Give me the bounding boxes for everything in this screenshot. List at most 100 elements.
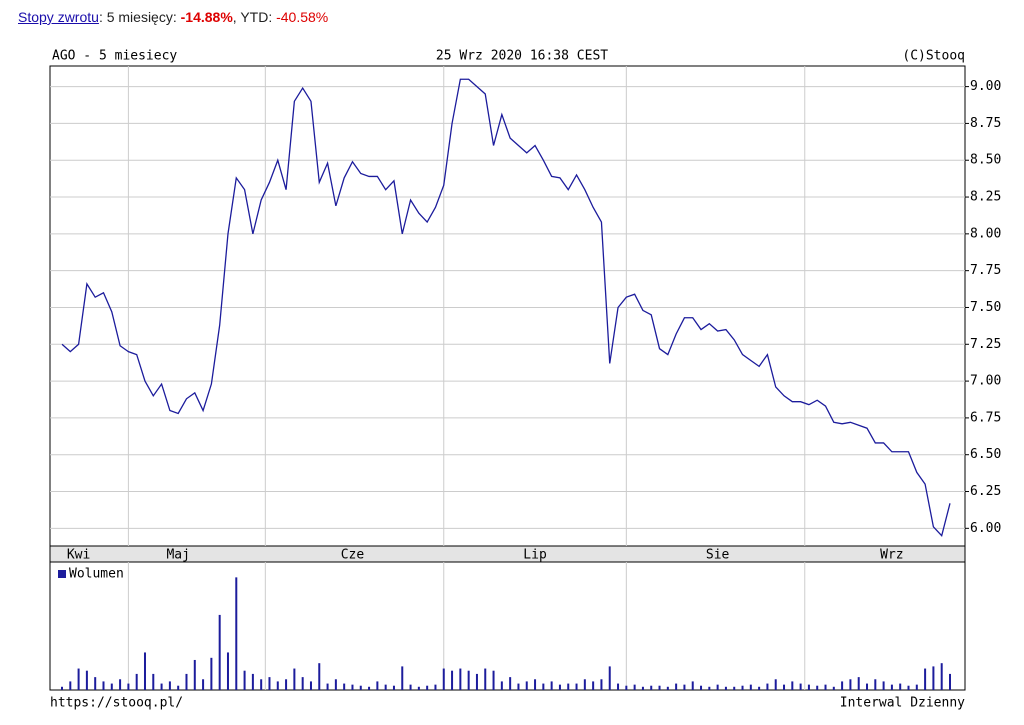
volume-bar (359, 685, 362, 690)
credit: (C)Stooq (902, 49, 965, 64)
volume-bar (235, 577, 238, 690)
volume-bar (301, 677, 304, 690)
volume-bar (749, 684, 752, 690)
volume-bar (326, 683, 329, 690)
volume-bar (641, 686, 644, 690)
return-ytd: -40.58% (276, 9, 329, 25)
volume-bar (534, 679, 537, 690)
x-tick-label: Sie (706, 548, 730, 563)
volume-bar (608, 666, 611, 690)
volume-bar (691, 681, 694, 690)
volume-bar (268, 677, 271, 690)
volume-bar (243, 670, 246, 690)
volume-bar (343, 683, 346, 690)
volume-bar (401, 666, 404, 690)
volume-bar (351, 684, 354, 690)
volume-bar (202, 679, 205, 690)
y-tick-label: 7.00 (970, 374, 1001, 389)
volume-bar (102, 681, 105, 690)
volume-bar (492, 670, 495, 690)
volume-bar (185, 673, 188, 690)
volume-bar (625, 685, 628, 690)
volume-bar (69, 681, 72, 690)
y-tick-label: 8.75 (970, 116, 1001, 131)
volume-bar (874, 679, 877, 690)
y-tick-label: 6.75 (970, 410, 1001, 425)
y-tick-label: 8.25 (970, 190, 1001, 205)
period-label: : 5 miesięcy: (98, 9, 181, 25)
volume-bar (392, 685, 395, 690)
volume-bar (675, 683, 678, 690)
volume-bar (276, 681, 279, 690)
volume-bar (915, 684, 918, 690)
volume-bar (583, 679, 586, 690)
y-tick-label: 8.00 (970, 226, 1001, 241)
volume-bar (127, 683, 130, 690)
volume-bar (417, 686, 420, 690)
x-tick-label: Cze (341, 548, 365, 563)
price-line (61, 78, 951, 538)
legend-swatch (58, 570, 66, 578)
x-tick-label: Maj (166, 548, 189, 563)
footer-url: https://stooq.pl/ (50, 696, 183, 711)
volume-bar (318, 663, 321, 690)
volume-bar (376, 681, 379, 690)
volume-bar (592, 681, 595, 690)
volume-bar (451, 670, 454, 690)
volume-bar (899, 683, 902, 690)
returns-link[interactable]: Stopy zwrotu (18, 9, 99, 25)
volume-bar (368, 686, 371, 690)
return-5m: -14.88% (180, 9, 233, 25)
timestamp: 25 Wrz 2020 16:38 CEST (436, 49, 608, 64)
volume-bar (509, 677, 512, 690)
volume-bar (309, 681, 312, 690)
volume-bar (575, 683, 578, 690)
volume-bar (633, 684, 636, 690)
y-tick-label: 7.25 (970, 337, 1001, 352)
volume-bar (384, 684, 387, 690)
volume-bar (799, 683, 802, 690)
volume-bar (426, 685, 429, 690)
volume-bar (110, 683, 113, 690)
volume-bar (600, 679, 603, 690)
volume-bar (924, 668, 927, 690)
volume-bar (61, 686, 63, 690)
chart-title: AGO - 5 miesiecy (52, 49, 177, 64)
volume-bar (932, 666, 935, 690)
volume-bar (849, 679, 852, 690)
volume-bar (783, 684, 786, 690)
volume-bar (650, 685, 653, 690)
volume-bar (832, 686, 835, 690)
returns-header: Stopy zwrotu: 5 miesięcy: -14.88%, YTD: … (18, 9, 328, 25)
volume-bar (459, 668, 462, 690)
volume-bar (841, 681, 844, 690)
volume-bar (666, 686, 669, 690)
volume-bar (434, 684, 437, 690)
volume-bar (517, 683, 520, 690)
volume-bar (119, 679, 122, 690)
legend-label: Wolumen (69, 567, 124, 582)
y-tick-label: 7.75 (970, 263, 1001, 278)
volume-bar (293, 668, 296, 690)
volume-bar (409, 684, 412, 690)
volume-bar (85, 670, 88, 690)
volume-bar (708, 686, 711, 690)
volume-bar (218, 614, 221, 690)
volume-bar (658, 685, 661, 690)
volume-bar (857, 677, 860, 690)
volume-bar (226, 652, 229, 690)
volume-bar (442, 668, 445, 690)
volume-bar (210, 657, 213, 690)
volume-bar (168, 681, 171, 690)
volume-bar (143, 652, 146, 690)
volume-bar (940, 663, 943, 690)
y-tick-label: 8.50 (970, 153, 1001, 168)
volume-bar (882, 681, 885, 690)
volume-bar (890, 684, 893, 690)
y-tick-label: 6.25 (970, 484, 1001, 499)
volume-bar (733, 686, 736, 690)
volume-bar (135, 673, 138, 690)
footer-interval: Interwal Dzienny (840, 696, 965, 711)
volume-bar (94, 677, 97, 690)
